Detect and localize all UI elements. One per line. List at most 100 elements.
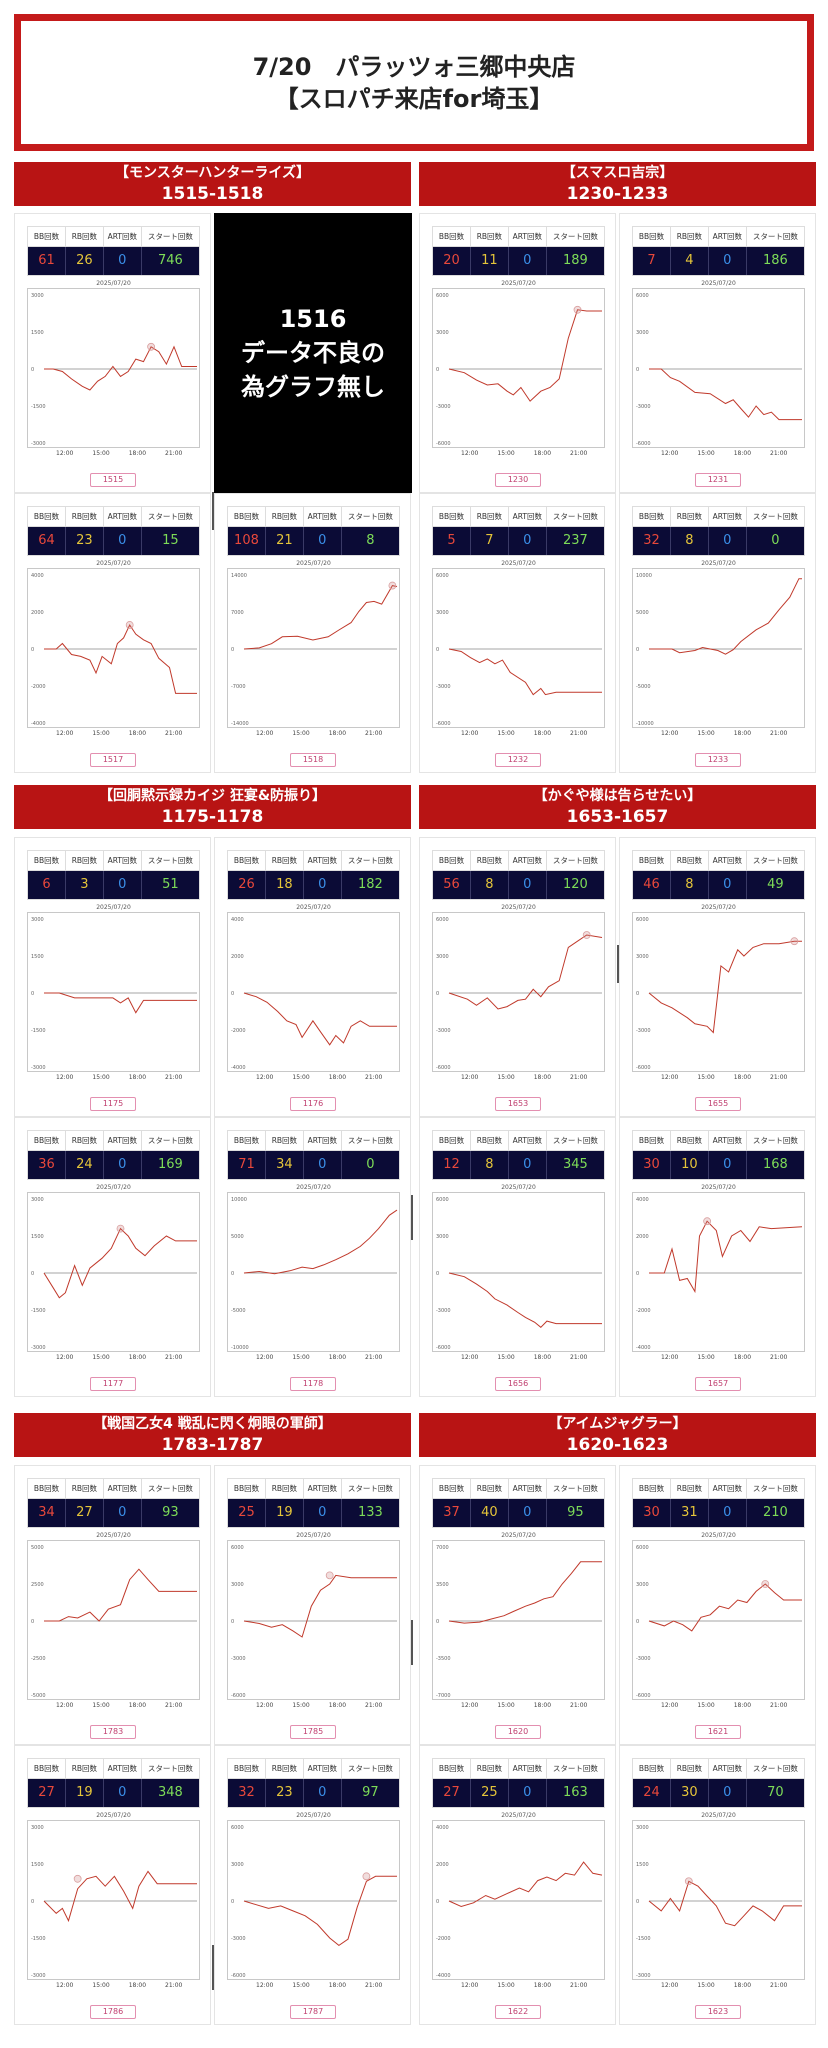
series-line — [649, 578, 802, 655]
series-line — [243, 1574, 397, 1638]
stat-value-row: 34 27 0 93 — [27, 1498, 200, 1528]
machine-number-tag[interactable]: 1787 — [290, 2005, 336, 2019]
stat-header-rb: RB回数 — [671, 1479, 709, 1498]
stat-value-bb: 12 — [433, 1151, 471, 1179]
chart-svg: 10000 5000 0 -5000 -10000 — [636, 573, 802, 727]
machine-number-tag[interactable]: 1783 — [90, 1725, 136, 1739]
x-tick-label: 15:00 — [697, 1982, 715, 1989]
stat-header-bb: BB回数 — [633, 1479, 671, 1498]
stat-header-bb: BB回数 — [633, 507, 671, 526]
data-panel: BB回数 RB回数 ART回数 スタート回数 30 10 0 168 2025/07/20 400… — [619, 1117, 816, 1397]
chart-svg: 4000 2000 0 -2000 -4000 — [31, 573, 197, 727]
machine-number-tag[interactable]: 1515 — [90, 473, 136, 487]
stat-value-art: 0 — [104, 247, 142, 275]
scrollbar[interactable] — [212, 1945, 214, 1990]
stat-value-rb: 8 — [471, 871, 509, 899]
x-tick-label: 12:00 — [661, 450, 679, 457]
machine-number-tag[interactable]: 1622 — [495, 2005, 541, 2019]
stat-value-start: 97 — [362, 1785, 379, 1800]
stat-header-art: ART回数 — [509, 1131, 547, 1150]
machine-number-tag[interactable]: 1231 — [695, 473, 741, 487]
y-tick-label: 3000 — [636, 1825, 649, 1831]
machine-number-tag[interactable]: 1232 — [495, 753, 541, 767]
machine-number-tag[interactable]: 1657 — [695, 1377, 741, 1391]
machine-number-tag[interactable]: 1623 — [695, 2005, 741, 2019]
stat-value-art: 0 — [709, 527, 747, 555]
stat-value-start: 210 — [762, 1505, 788, 1520]
stat-header-row: BB回数 RB回数 ART回数 スタート回数 — [632, 506, 805, 526]
chart-svg: 5000 2500 0 -2500 -5000 — [31, 1545, 197, 1699]
payout-chart: 5000 2500 0 -2500 -5000 — [27, 1540, 200, 1700]
machine-number-tag[interactable]: 1620 — [495, 1725, 541, 1739]
scrollbar[interactable] — [411, 1195, 413, 1240]
scrollbar[interactable] — [212, 492, 214, 530]
machine-number-tag[interactable]: 1786 — [90, 2005, 136, 2019]
x-tick-label: 15:00 — [92, 1354, 110, 1361]
y-tick-label: -2000 — [31, 684, 46, 690]
stat-header-rb: RB回数 — [266, 507, 304, 526]
series-line — [243, 585, 398, 650]
x-tick-label: 12:00 — [661, 730, 679, 737]
stat-value-row: 27 19 0 348 — [27, 1778, 200, 1808]
machine-number-tag[interactable]: 1655 — [695, 1097, 741, 1111]
y-tick-label: 5000 — [31, 1545, 44, 1551]
machine-number-tag[interactable]: 1175 — [90, 1097, 136, 1111]
stat-value-row: 36 24 0 169 — [27, 1150, 200, 1180]
y-tick-label: -3000 — [636, 1973, 651, 1979]
machine-number-tag[interactable]: 1230 — [495, 473, 541, 487]
payout-chart: 6000 3000 0 -3000 -6000 — [432, 568, 605, 728]
stat-header-bb: BB回数 — [228, 1759, 266, 1778]
payout-chart: 4000 2000 0 -2000 -4000 — [227, 912, 400, 1072]
stat-value-art: 0 — [509, 871, 547, 899]
stat-header-art: ART回数 — [104, 1479, 142, 1498]
machine-number-tag[interactable]: 1621 — [695, 1725, 741, 1739]
machine-number-tag[interactable]: 1517 — [90, 753, 136, 767]
data-panel: BB回数 RB回数 ART回数 スタート回数 27 19 0 348 2025/07/20 300… — [14, 1745, 211, 2025]
chart-date: 2025/07/20 — [701, 904, 736, 911]
machine-number-tag[interactable]: 1656 — [495, 1377, 541, 1391]
y-tick-label: -3000 — [231, 1936, 246, 1942]
stat-header-art: ART回数 — [509, 1759, 547, 1778]
payout-chart: 14000 7000 0 -7000 -14000 — [227, 568, 400, 728]
stat-header-row: BB回数 RB回数 ART回数 スタート回数 — [632, 1758, 805, 1778]
stat-value-bb: 5 — [433, 527, 471, 555]
stat-header-rb: RB回数 — [671, 1759, 709, 1778]
chart-date: 2025/07/20 — [501, 560, 536, 567]
stat-value-art: 0 — [709, 1151, 747, 1179]
stat-value-start: 182 — [357, 877, 383, 892]
machine-number-tag[interactable]: 1785 — [290, 1725, 336, 1739]
machine-number-tag[interactable]: 1518 — [290, 753, 336, 767]
x-tick-label: 21:00 — [770, 730, 788, 737]
machine-number-tag[interactable]: 1178 — [290, 1377, 336, 1391]
y-tick-label: 0 — [31, 991, 34, 997]
stat-value-art: 0 — [709, 247, 747, 275]
x-tick-label: 21:00 — [770, 450, 788, 457]
x-tick-label: 18:00 — [533, 450, 552, 457]
x-tick-label: 18:00 — [128, 730, 147, 737]
stat-header-start: スタート回数 — [752, 1484, 798, 1493]
series-line — [648, 1880, 802, 1927]
x-tick-label: 15:00 — [497, 450, 515, 457]
stat-header-row: BB回数 RB回数 ART回数 スタート回数 — [432, 1130, 605, 1150]
machine-number-tag[interactable]: 1233 — [695, 753, 741, 767]
machine-number-tag[interactable]: 1176 — [290, 1097, 336, 1111]
x-tick-label: 12:00 — [661, 1354, 679, 1361]
scrollbar[interactable] — [617, 945, 619, 983]
scrollbar[interactable] — [411, 1620, 413, 1665]
stat-value-rb: 7 — [471, 527, 509, 555]
series-line — [243, 1875, 397, 1947]
stat-header-start: スタート回数 — [347, 856, 393, 865]
group-band: 【スマスロ吉宗】 1230-1233 — [419, 162, 816, 206]
stat-header-bb: BB回数 — [228, 1131, 266, 1150]
payout-chart: 3000 1500 0 -1500 -3000 — [632, 1820, 805, 1980]
y-tick-label: -6000 — [231, 1973, 246, 1979]
stat-header-start: スタート回数 — [347, 1764, 393, 1773]
machine-number-tag[interactable]: 1653 — [495, 1097, 541, 1111]
x-tick-label: 21:00 — [770, 1074, 788, 1081]
x-tick-label: 12:00 — [461, 1354, 479, 1361]
machine-number-tag[interactable]: 1177 — [90, 1377, 136, 1391]
x-tick-label: 18:00 — [328, 1074, 347, 1081]
stat-header-art: ART回数 — [104, 1759, 142, 1778]
y-tick-label: -1500 — [31, 1308, 46, 1314]
y-tick-label: 10000 — [231, 1197, 247, 1203]
